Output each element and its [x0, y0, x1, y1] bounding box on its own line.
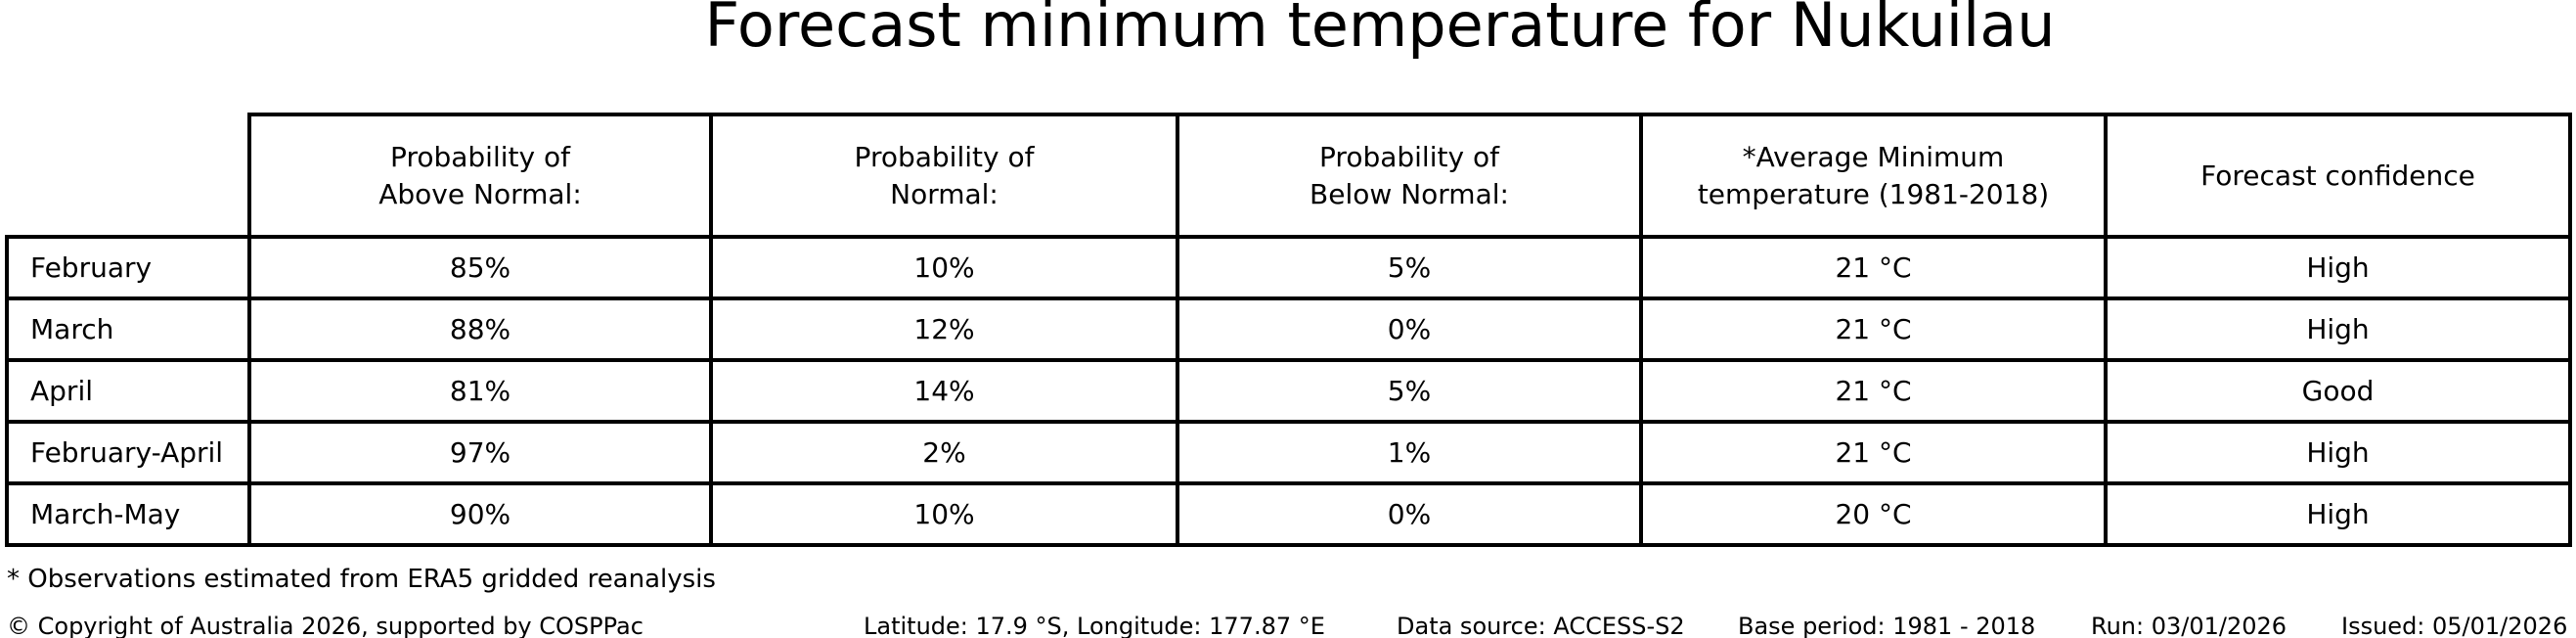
cell-march-below-normal: 0%: [1176, 296, 1643, 362]
row-label-april: April: [5, 358, 251, 424]
cell-april-normal: 14%: [709, 358, 1179, 424]
observations-footnote: * Observations estimated from ERA5 gridd…: [7, 565, 716, 594]
row-label-february: February: [5, 235, 251, 300]
copyright-text: © Copyright of Australia 2026, supported…: [7, 613, 644, 638]
cell-march-may-normal: 10%: [709, 481, 1179, 547]
row-label-march-may: March-May: [5, 481, 251, 547]
cell-march-may-below-normal: 0%: [1176, 481, 1643, 547]
cell-february-april-average-minimum: 21 °C: [1639, 420, 2108, 485]
cell-march-may-average-minimum: 20 °C: [1639, 481, 2108, 547]
location-coordinates-text: Latitude: 17.9 °S, Longitude: 177.87 °E: [864, 613, 1325, 638]
cell-march-may-above-normal: 90%: [247, 481, 713, 547]
cell-february-normal: 10%: [709, 235, 1179, 300]
column-header-average-minimum-temperature: *Average Minimum temperature (1981-2018): [1639, 113, 2108, 239]
cell-february-april-confidence: High: [2104, 420, 2572, 485]
page-title: Forecast minimum temperature for Nukuila…: [704, 0, 2056, 61]
issued-date-text: Issued: 05/01/2026: [2341, 613, 2568, 638]
run-date-text: Run: 03/01/2026: [2091, 613, 2287, 638]
cell-february-average-minimum: 21 °C: [1639, 235, 2108, 300]
cell-february-april-below-normal: 1%: [1176, 420, 1643, 485]
cell-february-april-above-normal: 97%: [247, 420, 713, 485]
cell-april-confidence: Good: [2104, 358, 2572, 424]
base-period-text: Base period: 1981 - 2018: [1738, 613, 2036, 638]
column-header-above-normal: Probability of Above Normal:: [247, 113, 713, 239]
column-header-normal: Probability of Normal:: [709, 113, 1179, 239]
cell-march-average-minimum: 21 °C: [1639, 296, 2108, 362]
cell-april-above-normal: 81%: [247, 358, 713, 424]
column-header-below-normal: Probability of Below Normal:: [1176, 113, 1643, 239]
cell-april-below-normal: 5%: [1176, 358, 1643, 424]
cell-march-confidence: High: [2104, 296, 2572, 362]
cell-february-april-normal: 2%: [709, 420, 1179, 485]
cell-march-normal: 12%: [709, 296, 1179, 362]
cell-february-above-normal: 85%: [247, 235, 713, 300]
column-header-forecast-confidence: Forecast confidence: [2104, 113, 2572, 239]
cell-march-may-confidence: High: [2104, 481, 2572, 547]
row-label-march: March: [5, 296, 251, 362]
cell-february-confidence: High: [2104, 235, 2572, 300]
cell-april-average-minimum: 21 °C: [1639, 358, 2108, 424]
cell-february-below-normal: 5%: [1176, 235, 1643, 300]
cell-march-above-normal: 88%: [247, 296, 713, 362]
row-label-february-april: February-April: [5, 420, 251, 485]
data-source-text: Data source: ACCESS-S2: [1397, 613, 1685, 638]
